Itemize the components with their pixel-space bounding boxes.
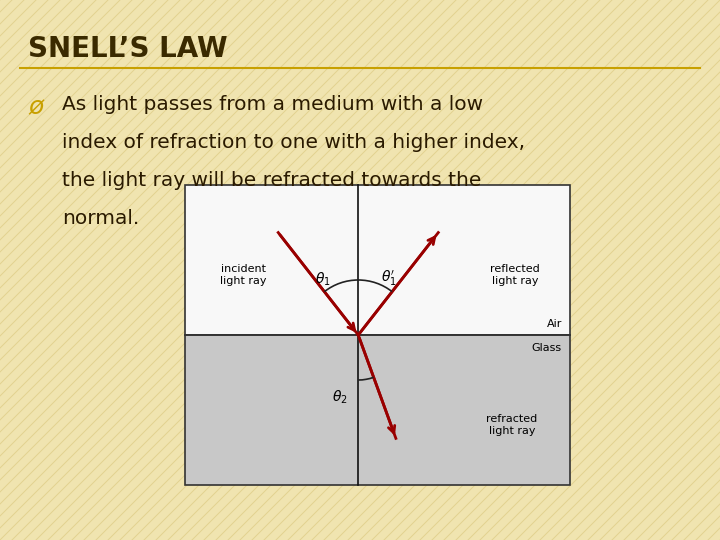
Text: reflected
light ray: reflected light ray — [490, 264, 540, 286]
Text: SNELL’S LAW: SNELL’S LAW — [28, 35, 228, 63]
Text: $\theta_1$: $\theta_1$ — [315, 271, 330, 288]
Text: $\theta_1'$: $\theta_1'$ — [381, 269, 397, 288]
Text: As light passes from a medium with a low: As light passes from a medium with a low — [62, 95, 483, 114]
Text: the light ray will be refracted towards the: the light ray will be refracted towards … — [62, 171, 482, 190]
Bar — [185, 335, 570, 485]
Text: Glass: Glass — [532, 343, 562, 353]
Bar — [185, 185, 570, 335]
Text: Air: Air — [546, 319, 562, 329]
Text: incident
light ray: incident light ray — [220, 264, 266, 286]
Text: normal.: normal. — [62, 209, 139, 228]
Text: refracted
light ray: refracted light ray — [487, 414, 538, 436]
Text: index of refraction to one with a higher index,: index of refraction to one with a higher… — [62, 133, 525, 152]
Text: ø: ø — [28, 95, 43, 119]
Text: $\theta_2$: $\theta_2$ — [333, 389, 348, 407]
